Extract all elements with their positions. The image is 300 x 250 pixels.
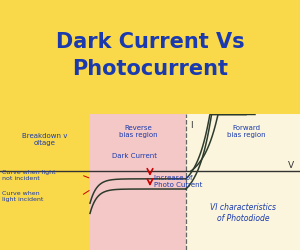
Text: Dark Current Vs
Photocurrent: Dark Current Vs Photocurrent bbox=[56, 32, 244, 78]
Text: Curve when light
not incident: Curve when light not incident bbox=[2, 170, 55, 180]
Bar bbox=[186, 115, 300, 250]
Text: Increase of
Photo Current: Increase of Photo Current bbox=[154, 175, 203, 188]
Text: Breakdown v
oltage: Breakdown v oltage bbox=[22, 133, 68, 146]
Text: Forward
bias region: Forward bias region bbox=[227, 125, 265, 138]
Text: Dark Current: Dark Current bbox=[112, 152, 158, 158]
Text: VI characteristics
of Photodiode: VI characteristics of Photodiode bbox=[210, 202, 276, 222]
Text: I: I bbox=[190, 120, 193, 129]
Text: Curve when
light incident: Curve when light incident bbox=[2, 190, 43, 202]
Text: Reverse
bias region: Reverse bias region bbox=[119, 125, 157, 138]
Text: V: V bbox=[288, 160, 294, 169]
Bar bbox=[90, 115, 186, 250]
